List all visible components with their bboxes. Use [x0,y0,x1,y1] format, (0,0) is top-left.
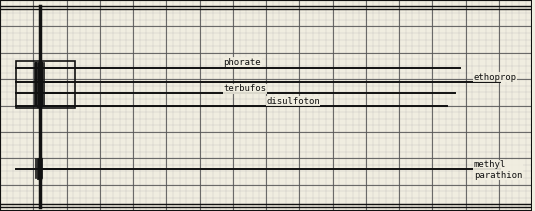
Text: terbufos: terbufos [224,84,266,93]
Text: disulfoton: disulfoton [266,97,320,106]
Text: ethoprop: ethoprop [473,73,517,81]
Bar [16,61,74,108]
Text: phorate: phorate [224,58,261,67]
Text: methyl
parathion: methyl parathion [473,160,522,180]
